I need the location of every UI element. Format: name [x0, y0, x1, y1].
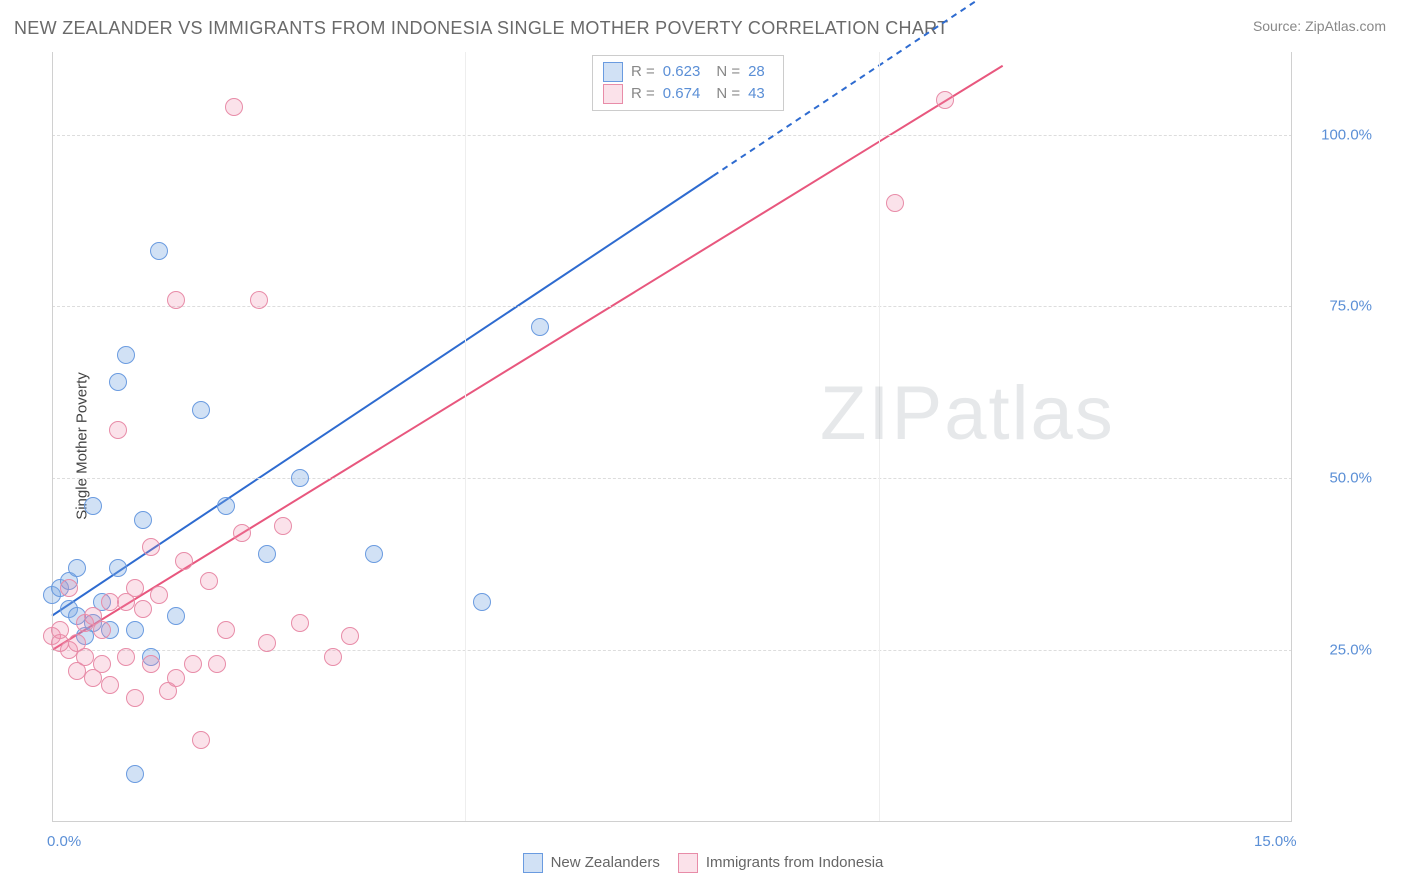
scatter-point-nz: [531, 318, 549, 336]
legend-label: Immigrants from Indonesia: [706, 852, 884, 874]
r-label: R =: [631, 61, 655, 83]
scatter-point-nz: [258, 545, 276, 563]
r-value: 0.623: [663, 61, 709, 83]
axis-y: [52, 52, 53, 822]
stats-row-nz: R = 0.623 N = 28: [603, 61, 773, 83]
scatter-point-nz: [192, 401, 210, 419]
source-label: Source: ZipAtlas.com: [1253, 18, 1386, 34]
n-label: N =: [716, 83, 740, 105]
chart-title: NEW ZEALANDER VS IMMIGRANTS FROM INDONES…: [14, 18, 948, 39]
scatter-point-nz: [134, 511, 152, 529]
scatter-point-id: [192, 731, 210, 749]
scatter-point-id: [167, 291, 185, 309]
scatter-point-nz: [217, 497, 235, 515]
scatter-point-id: [126, 579, 144, 597]
y-tick-label: 100.0%: [1302, 126, 1372, 143]
r-label: R =: [631, 83, 655, 105]
y-tick-label: 25.0%: [1302, 642, 1372, 659]
scatter-point-nz: [167, 607, 185, 625]
scatter-point-id: [341, 627, 359, 645]
scatter-point-nz: [109, 373, 127, 391]
scatter-point-id: [291, 614, 309, 632]
legend-label: New Zealanders: [551, 852, 660, 874]
scatter-point-id: [134, 600, 152, 618]
legend-swatch: [603, 62, 623, 82]
r-value: 0.674: [663, 83, 709, 105]
scatter-point-nz: [126, 765, 144, 783]
legend-item-id: Immigrants from Indonesia: [678, 852, 884, 874]
scatter-point-id: [142, 655, 160, 673]
scatter-point-id: [250, 291, 268, 309]
scatter-point-id: [150, 586, 168, 604]
stats-row-id: R = 0.674 N = 43: [603, 83, 773, 105]
y-tick-label: 50.0%: [1302, 470, 1372, 487]
n-value: 43: [748, 83, 773, 105]
scatter-point-id: [200, 572, 218, 590]
scatter-point-id: [51, 621, 69, 639]
scatter-point-id: [324, 648, 342, 666]
scatter-point-nz: [150, 242, 168, 260]
bottom-legend: New Zealanders Immigrants from Indonesia: [0, 852, 1406, 874]
axis-x: [52, 821, 1292, 822]
scatter-point-nz: [117, 346, 135, 364]
scatter-point-id: [184, 655, 202, 673]
scatter-point-id: [101, 676, 119, 694]
y-tick-label: 75.0%: [1302, 298, 1372, 315]
scatter-point-id: [258, 634, 276, 652]
scatter-point-id: [109, 421, 127, 439]
scatter-point-id: [101, 593, 119, 611]
x-tick-label: 0.0%: [47, 833, 81, 850]
gridline-h: [52, 650, 1292, 651]
scatter-point-nz: [291, 469, 309, 487]
scatter-point-id: [936, 91, 954, 109]
n-value: 28: [748, 61, 773, 83]
scatter-point-nz: [68, 559, 86, 577]
gridline-h: [52, 135, 1292, 136]
gridline-v: [465, 52, 466, 822]
scatter-point-id: [93, 655, 111, 673]
scatter-point-id: [126, 689, 144, 707]
legend-swatch: [523, 853, 543, 873]
scatter-point-id: [175, 552, 193, 570]
gridline-h: [52, 478, 1292, 479]
scatter-point-nz: [473, 593, 491, 611]
scatter-point-id: [886, 194, 904, 212]
scatter-point-id: [60, 579, 78, 597]
scatter-point-id: [76, 648, 94, 666]
scatter-point-nz: [109, 559, 127, 577]
scatter-point-nz: [365, 545, 383, 563]
gridline-h: [52, 306, 1292, 307]
scatter-point-id: [274, 517, 292, 535]
watermark: ZIPatlas: [820, 370, 1115, 457]
n-label: N =: [716, 61, 740, 83]
scatter-point-id: [225, 98, 243, 116]
legend-swatch: [603, 84, 623, 104]
axis-right: [1291, 52, 1292, 822]
scatter-point-id: [208, 655, 226, 673]
scatter-point-nz: [126, 621, 144, 639]
legend-item-nz: New Zealanders: [523, 852, 660, 874]
scatter-point-id: [142, 538, 160, 556]
scatter-point-nz: [84, 497, 102, 515]
x-tick-label: 15.0%: [1254, 833, 1297, 850]
scatter-point-id: [233, 524, 251, 542]
stats-legend: R = 0.623 N = 28 R = 0.674 N = 43: [592, 55, 784, 111]
scatter-point-id: [117, 648, 135, 666]
scatter-point-id: [217, 621, 235, 639]
scatter-point-id: [167, 669, 185, 687]
legend-swatch: [678, 853, 698, 873]
scatter-point-id: [93, 621, 111, 639]
